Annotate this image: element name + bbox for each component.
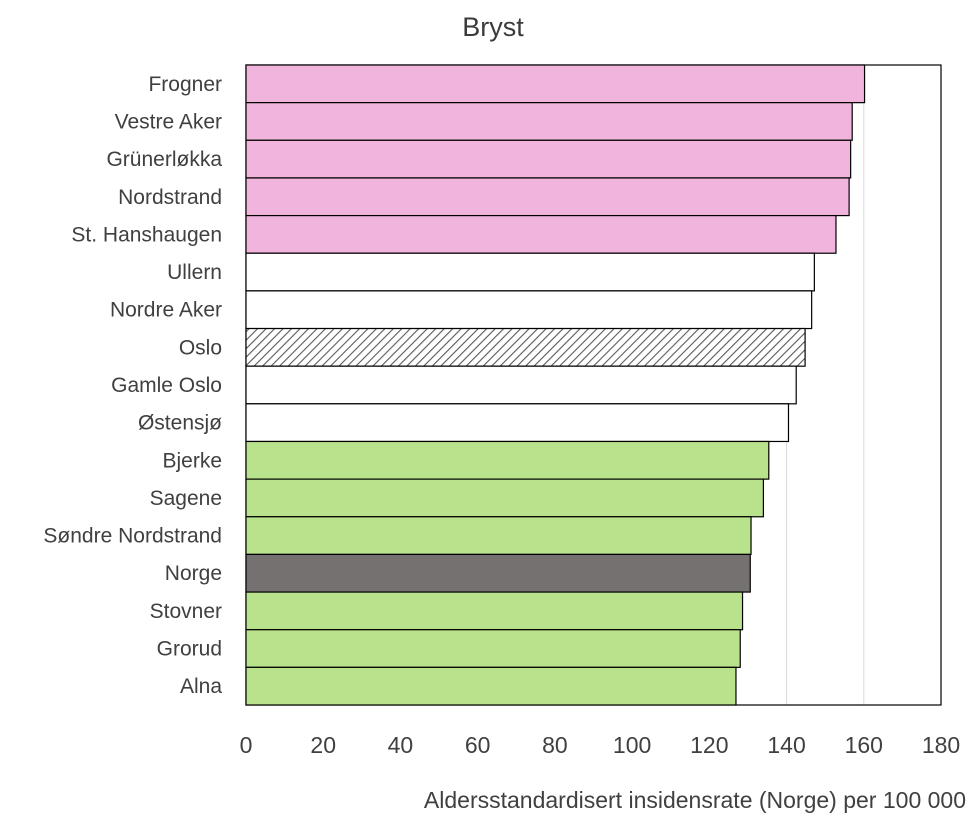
category-label: Nordre Aker: [110, 299, 222, 322]
x-tick-label: 140: [767, 732, 805, 758]
x-tick-label: 40: [388, 732, 414, 758]
category-label: Søndre Nordstrand: [43, 525, 222, 548]
x-tick-label: 120: [690, 732, 728, 758]
bar: [245, 177, 850, 217]
bars: [245, 64, 866, 706]
x-tick-label: 180: [922, 732, 960, 758]
category-label: Alna: [180, 675, 222, 698]
bar: [245, 553, 751, 593]
category-label: Gamle Oslo: [111, 374, 222, 397]
bar: [245, 102, 853, 141]
bar: [245, 365, 797, 405]
category-label: Nordstrand: [118, 186, 222, 209]
x-tick-label: 100: [613, 732, 651, 758]
x-axis-label: Aldersstandardisert insidensrate (Norge)…: [424, 787, 966, 813]
category-label: Sagene: [150, 487, 222, 510]
category-label: Oslo: [179, 336, 222, 359]
bar: [245, 666, 737, 706]
category-labels: Frogner Vestre Aker Grünerløkka Nordstrand S…: [43, 73, 222, 698]
category-label: Grorud: [157, 638, 222, 661]
category-label: Bjerke: [162, 449, 222, 472]
category-label: Ullern: [167, 261, 222, 284]
bar: [245, 290, 813, 330]
category-label: Stovner: [150, 600, 222, 623]
category-label: Østensjø: [138, 412, 222, 435]
bar: [245, 591, 744, 631]
bar: [245, 629, 741, 668]
category-label: St. Hanshaugen: [71, 223, 222, 246]
x-tick-label: 160: [845, 732, 883, 758]
bar: [245, 327, 806, 367]
bar: [245, 252, 815, 292]
x-tick-label: 60: [465, 732, 491, 758]
bar: [245, 139, 852, 179]
bar: [245, 64, 866, 104]
x-tick-label: 0: [240, 732, 253, 758]
x-tick-labels: 0 20 40 60 80 100 120 140 160 180: [240, 732, 961, 758]
category-label: Vestre Aker: [115, 110, 222, 133]
x-tick-label: 80: [542, 732, 568, 758]
bar: [245, 440, 770, 480]
chart-title: Bryst: [462, 12, 524, 42]
bar: [245, 403, 790, 443]
bar: [245, 516, 752, 556]
category-label: Grünerløkka: [106, 148, 222, 171]
category-label: Frogner: [148, 73, 222, 96]
bar: [245, 214, 837, 254]
bar: [245, 478, 764, 518]
x-tick-label: 20: [310, 732, 336, 758]
category-label: Norge: [165, 562, 222, 585]
